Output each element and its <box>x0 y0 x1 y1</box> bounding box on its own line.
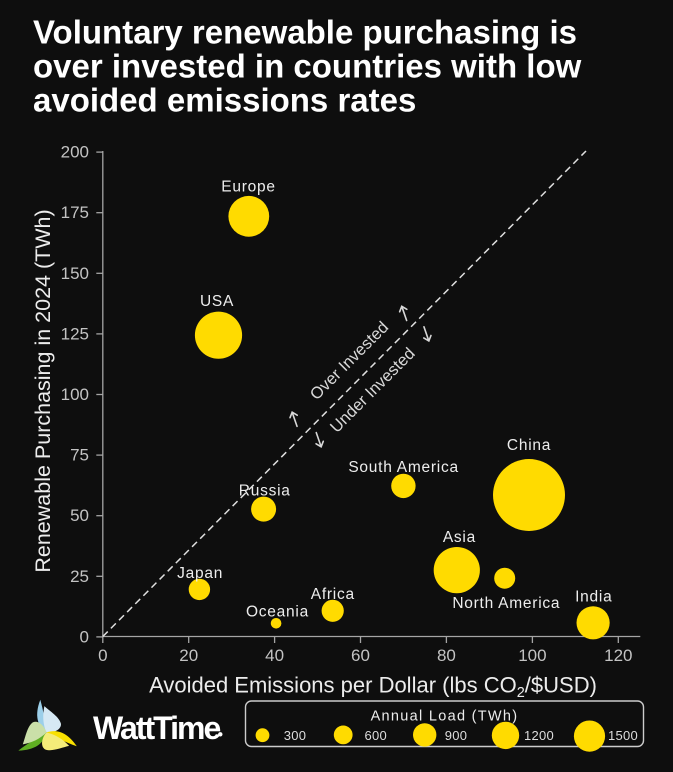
svg-text:Oceania: Oceania <box>246 604 309 621</box>
svg-text:50: 50 <box>70 506 89 525</box>
svg-text:Russia: Russia <box>239 483 291 500</box>
svg-text:Annual Load (TWh): Annual Load (TWh) <box>371 709 519 725</box>
svg-text:North America: North America <box>452 595 560 612</box>
svg-text:Avoided Emissions per Dollar (: Avoided Emissions per Dollar (lbs CO2/$U… <box>149 673 597 702</box>
svg-text:100: 100 <box>518 646 546 665</box>
svg-text:India: India <box>575 589 612 606</box>
svg-text:Renewable Purchasing in 2024 (: Renewable Purchasing in 2024 (TWh) <box>31 209 55 572</box>
svg-text:WattTime: WattTime <box>93 710 220 746</box>
svg-text:60: 60 <box>351 646 370 665</box>
svg-text:200: 200 <box>61 143 89 162</box>
svg-text:75: 75 <box>70 446 89 465</box>
svg-text:600: 600 <box>365 728 388 743</box>
svg-text:25: 25 <box>70 567 89 586</box>
svg-text:40: 40 <box>265 646 284 665</box>
svg-text:0: 0 <box>80 627 89 646</box>
svg-text:1500: 1500 <box>608 728 638 743</box>
svg-text:Europe: Europe <box>221 178 275 195</box>
svg-text:Africa: Africa <box>311 586 355 603</box>
svg-text:avoided emissions rates: avoided emissions rates <box>33 82 416 119</box>
svg-text:Voluntary renewable purchasing: Voluntary renewable purchasing is <box>33 14 577 51</box>
svg-text:China: China <box>507 437 551 454</box>
svg-text:over invested in countries wit: over invested in countries with low <box>33 48 582 85</box>
svg-text:Asia: Asia <box>443 529 476 546</box>
svg-text:USA: USA <box>200 293 234 310</box>
svg-text:150: 150 <box>61 264 89 283</box>
svg-text:300: 300 <box>284 728 307 743</box>
svg-text:Japan: Japan <box>177 565 223 582</box>
svg-text:20: 20 <box>179 646 198 665</box>
svg-text:80: 80 <box>437 646 456 665</box>
svg-text:125: 125 <box>61 324 89 343</box>
svg-text:South America: South America <box>348 459 459 476</box>
svg-text:0: 0 <box>98 646 107 665</box>
svg-text:120: 120 <box>604 646 632 665</box>
svg-text:175: 175 <box>61 203 89 222</box>
svg-text:900: 900 <box>445 728 468 743</box>
svg-text:1200: 1200 <box>524 728 554 743</box>
svg-text:100: 100 <box>61 385 89 404</box>
